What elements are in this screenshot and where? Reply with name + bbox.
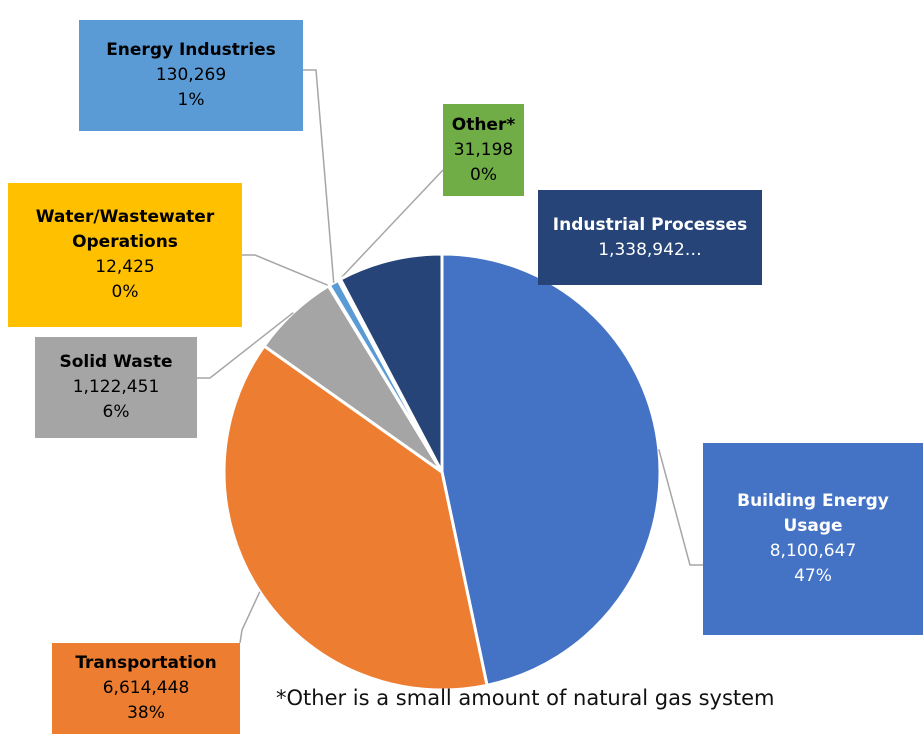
category-label: Solid Waste — [59, 352, 173, 372]
data-label: Energy Industries 130,269 1% — [79, 20, 303, 131]
category-label: Energy Industries — [106, 40, 276, 60]
pie-slice — [440, 252, 662, 688]
value-label: 1,338,942… — [598, 239, 702, 260]
value-label: 1,122,451 — [72, 377, 160, 397]
percent-label: 38% — [127, 703, 165, 723]
leader-line — [239, 591, 261, 644]
category-label: Building Energy Usage — [737, 491, 889, 536]
category-label: Transportation — [75, 653, 217, 673]
data-label: Other* 31,198 0% — [443, 104, 524, 196]
category-label: Water/Wastewater Operations — [35, 207, 215, 252]
data-label: Building Energy Usage 8,100,647 47% — [703, 443, 923, 635]
percent-label: 47% — [794, 566, 832, 586]
data-label: Water/Wastewater Operations 12,425 0% — [8, 183, 242, 327]
data-label: Solid Waste 1,122,451 6% — [35, 337, 197, 438]
footnote: *Other is a small amount of natural gas … — [276, 686, 775, 710]
value-label: 12,425 — [95, 257, 155, 277]
leader-line — [658, 449, 703, 566]
leader-line — [197, 312, 294, 379]
value-label: 130,269 — [155, 65, 227, 85]
leader-line — [242, 254, 330, 287]
data-label: Industrial Processes 1,338,942… — [538, 190, 762, 285]
percent-label: 1% — [177, 90, 205, 110]
leader-line — [338, 169, 444, 281]
percent-label: 0% — [111, 282, 139, 302]
category-label: Industrial Processes — [552, 214, 748, 235]
value-label: 31,198 — [453, 139, 514, 160]
value-label: 8,100,647 — [769, 541, 857, 561]
pie-slice — [222, 343, 489, 692]
category-label: Other* — [451, 114, 516, 135]
percent-label: 6% — [102, 402, 130, 422]
pie-slice — [338, 252, 444, 473]
value-label: 6,614,448 — [102, 678, 190, 698]
leader-line — [303, 69, 335, 283]
percent-label: 0% — [470, 164, 497, 185]
data-label: Transportation 6,614,448 38% — [52, 643, 240, 734]
